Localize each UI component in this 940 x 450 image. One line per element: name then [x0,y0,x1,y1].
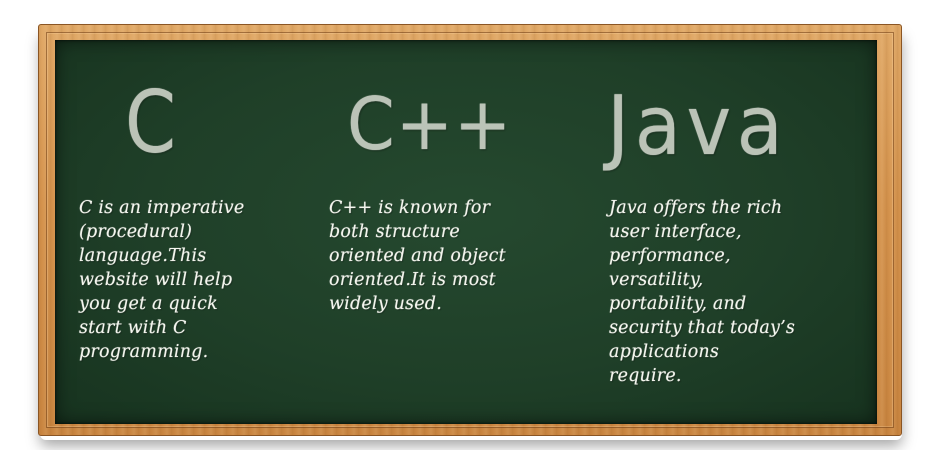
description-line: portability, and [609,294,747,314]
chalkboard: C C++ Java C is an imperative (procedura… [55,40,877,424]
description-line: require. [609,366,682,386]
description-line: versatility, [609,270,704,290]
description-line: oriented.It is most [329,270,496,290]
description-line: Java offers the rich [609,198,783,218]
description-line: programming. [79,342,209,362]
description-line: (procedural) [79,222,193,242]
description-line: performance, [609,246,731,266]
description-cpp: C++ is known for both structure oriented… [329,196,579,316]
description-line: C++ is known for [329,198,491,218]
description-line: C is an imperative [79,198,245,218]
description-c: C is an imperative (procedural) language… [79,196,314,364]
description-line: oriented and object [329,246,506,266]
description-line: start with C [79,318,187,338]
description-line: you get a quick [79,294,218,314]
description-line: security that today’s [609,318,796,338]
description-line: language.This [79,246,207,266]
description-line: applications [609,342,720,362]
description-line: user interface, [609,222,742,242]
title-cpp: C++ [347,82,513,166]
title-c: C [125,73,178,173]
description-line: website will help [79,270,233,290]
description-line: both structure [329,222,460,242]
title-java: Java [607,79,789,174]
description-line: widely used. [329,294,442,314]
description-java: Java offers the rich user interface, per… [609,196,859,388]
